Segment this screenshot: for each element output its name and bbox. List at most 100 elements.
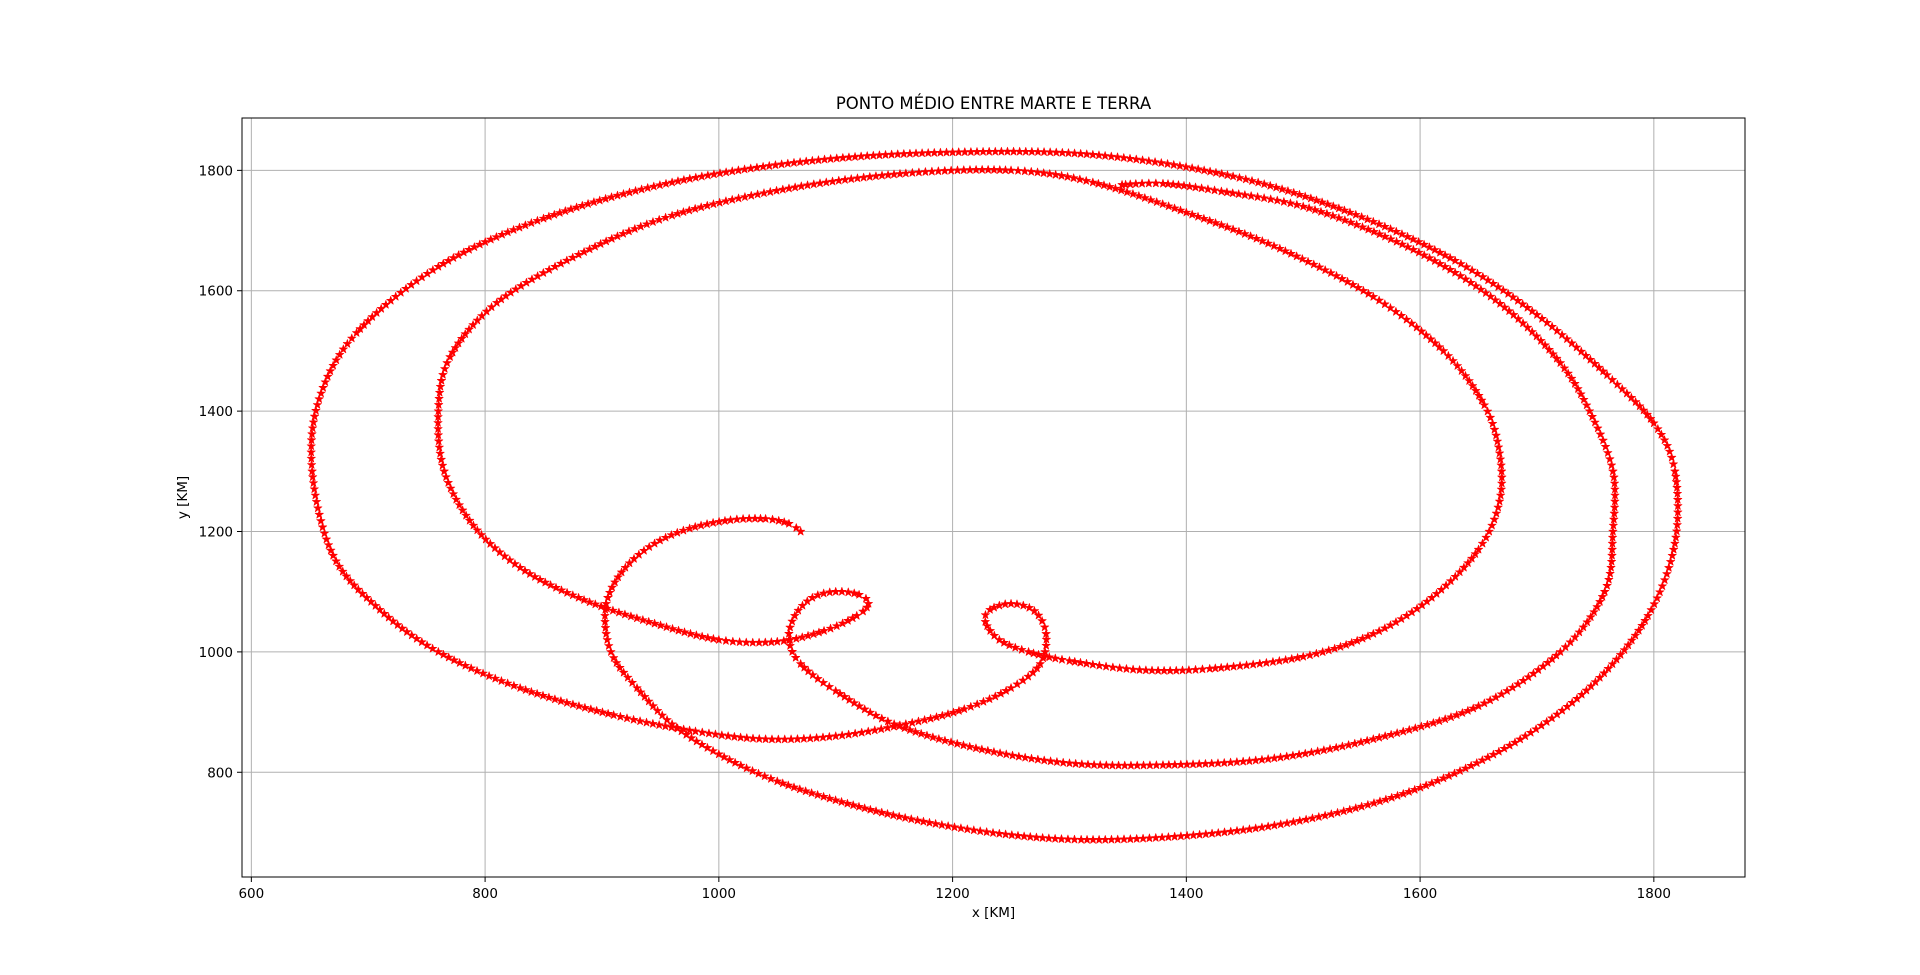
data-point xyxy=(309,484,319,493)
series-trajectory xyxy=(306,146,1683,844)
data-point xyxy=(697,171,707,181)
data-point xyxy=(937,820,947,829)
data-point xyxy=(906,814,916,824)
data-point xyxy=(1444,771,1454,780)
data-point xyxy=(1586,612,1596,621)
data-point xyxy=(685,725,695,735)
data-point xyxy=(819,792,829,801)
data-point xyxy=(610,577,620,587)
data-point xyxy=(335,350,345,359)
data-point xyxy=(1362,736,1372,745)
data-point xyxy=(1540,340,1550,350)
data-point xyxy=(1585,406,1595,415)
data-point xyxy=(307,466,317,476)
data-point xyxy=(1660,575,1670,584)
data-point xyxy=(1649,599,1659,608)
data-point xyxy=(708,634,718,643)
data-point xyxy=(681,730,691,739)
data-point xyxy=(789,158,799,167)
data-point xyxy=(1565,637,1575,647)
data-point xyxy=(662,622,672,631)
data-point xyxy=(1040,647,1050,656)
data-point xyxy=(1323,199,1333,209)
data-point xyxy=(920,167,930,176)
data-point xyxy=(995,748,1005,758)
data-point xyxy=(1050,834,1060,843)
data-point xyxy=(438,649,448,659)
data-point xyxy=(630,224,640,233)
data-point xyxy=(1619,645,1629,654)
data-point xyxy=(1271,182,1281,192)
data-point xyxy=(312,400,322,409)
data-point xyxy=(861,593,871,603)
data-point xyxy=(1595,672,1605,682)
data-point xyxy=(550,261,560,271)
data-point xyxy=(785,622,795,632)
data-point xyxy=(726,515,736,524)
data-point xyxy=(1259,179,1269,188)
data-point xyxy=(655,180,665,189)
data-point xyxy=(1656,429,1666,439)
data-point xyxy=(1115,663,1125,673)
data-point xyxy=(730,758,740,767)
data-point xyxy=(1131,179,1141,188)
data-point xyxy=(538,268,548,277)
data-point xyxy=(326,545,336,555)
data-point xyxy=(653,706,663,715)
data-point xyxy=(579,595,589,604)
data-point xyxy=(813,674,823,683)
data-point xyxy=(1452,710,1462,719)
data-point xyxy=(1438,773,1448,783)
data-point xyxy=(1122,187,1132,196)
data-point xyxy=(1544,344,1554,354)
data-point xyxy=(768,514,778,524)
data-point xyxy=(834,175,844,185)
data-point xyxy=(1315,262,1324,272)
data-point xyxy=(434,436,444,446)
data-point xyxy=(428,265,438,274)
data-point xyxy=(1330,643,1340,653)
data-point xyxy=(1497,478,1507,488)
data-point xyxy=(680,627,689,637)
data-point xyxy=(723,731,733,740)
data-point xyxy=(721,636,731,645)
data-point xyxy=(1265,181,1275,190)
data-point xyxy=(613,190,622,200)
data-point xyxy=(375,605,385,614)
data-point xyxy=(831,795,841,805)
data-point xyxy=(1328,201,1338,211)
data-point xyxy=(511,284,521,294)
data-point xyxy=(1010,642,1020,652)
data-point xyxy=(639,545,649,555)
axes-frame xyxy=(241,117,1746,878)
data-point xyxy=(574,701,584,710)
data-point xyxy=(600,617,610,626)
data-point xyxy=(1374,219,1384,229)
data-point xyxy=(742,763,752,773)
data-point xyxy=(638,615,648,624)
data-point xyxy=(958,740,968,750)
data-point xyxy=(367,312,377,321)
data-point xyxy=(1491,692,1501,702)
data-point xyxy=(1414,237,1424,246)
data-point xyxy=(860,803,870,813)
data-point xyxy=(590,241,600,251)
data-point xyxy=(746,163,756,173)
data-point xyxy=(1408,245,1418,254)
data-point xyxy=(1582,400,1592,410)
data-point xyxy=(503,678,513,688)
data-point xyxy=(807,788,817,797)
data-point xyxy=(605,587,615,597)
data-point xyxy=(813,590,823,600)
data-point xyxy=(475,239,485,249)
x-tick-label: 1000 xyxy=(702,886,736,902)
data-point xyxy=(1637,620,1647,630)
data-point xyxy=(1033,754,1043,764)
data-point xyxy=(490,543,500,552)
data-point xyxy=(1121,664,1131,673)
data-point xyxy=(1116,185,1126,195)
data-point xyxy=(496,294,506,304)
grid xyxy=(242,118,1745,877)
data-point xyxy=(889,169,899,179)
